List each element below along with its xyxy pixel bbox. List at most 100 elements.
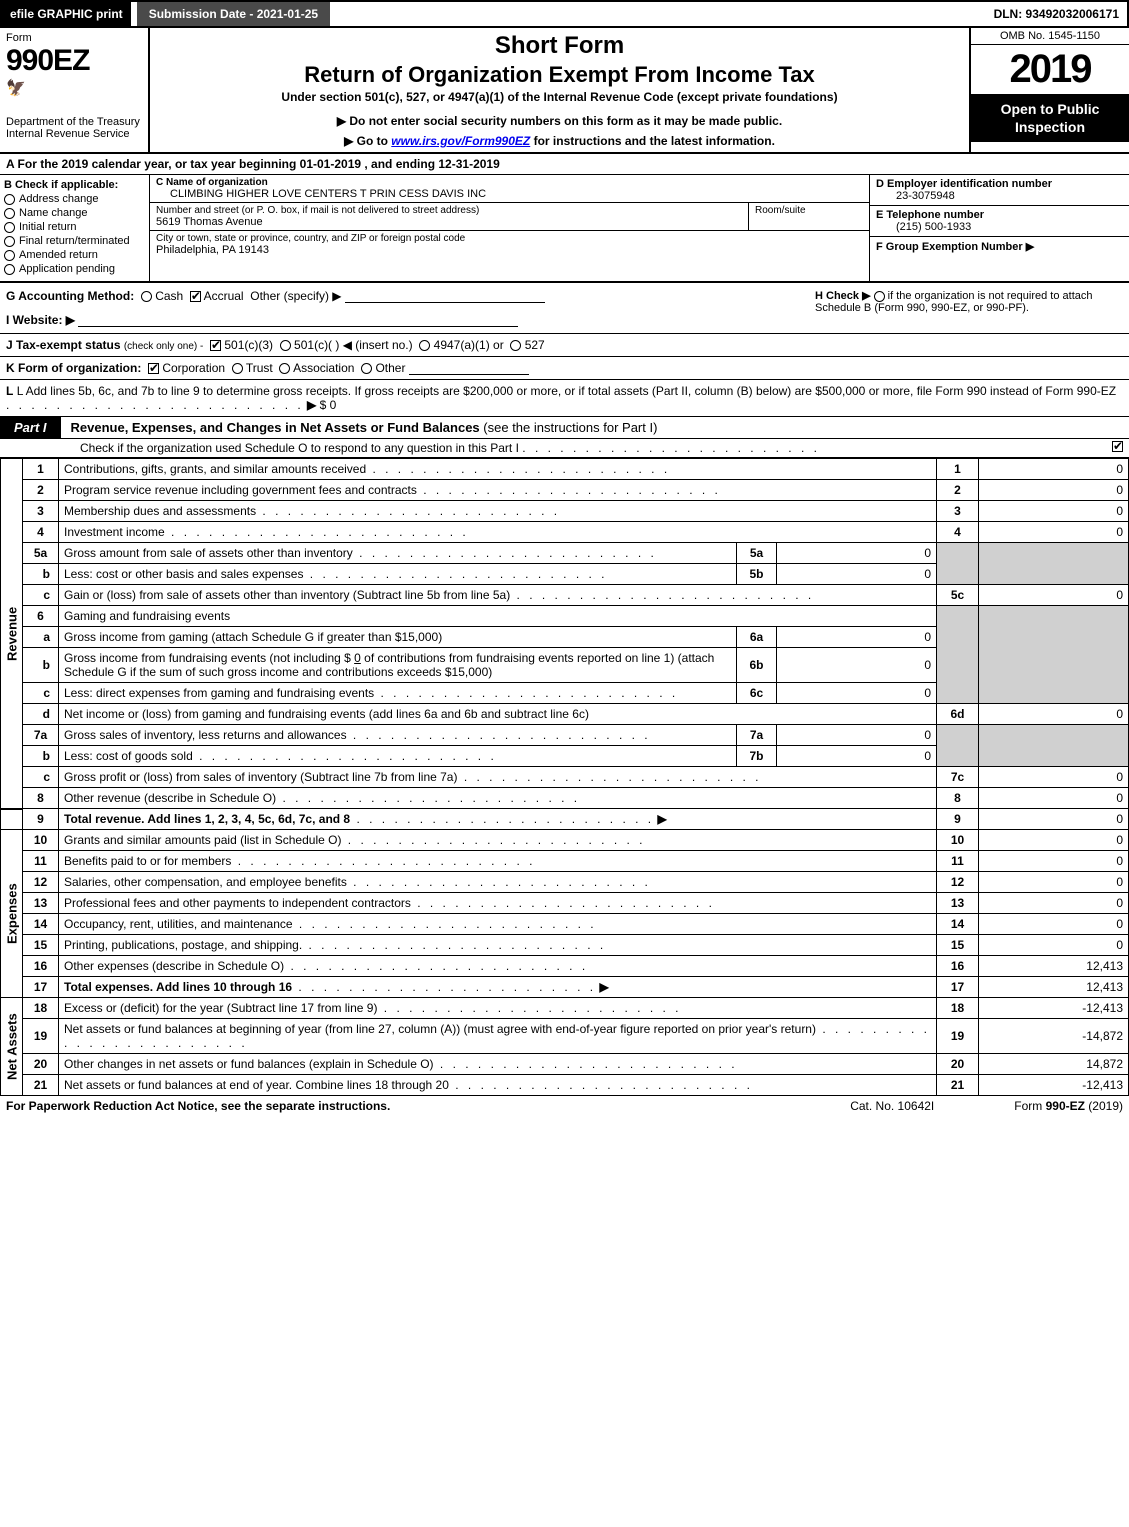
group-exemption-label: F Group Exemption Number ▶	[876, 241, 1034, 253]
street-cell: Number and street (or P. O. box, if mail…	[150, 203, 749, 231]
line-5a: 5a Gross amount from sale of assets othe…	[1, 543, 1129, 564]
section-c: C Name of organization CLIMBING HIGHER L…	[150, 175, 869, 281]
row-g: G Accounting Method: Cash Accrual Other …	[0, 283, 809, 333]
form-label: Form	[6, 32, 142, 44]
g-other-label: Other (specify) ▶	[250, 289, 341, 303]
line-6: 6 Gaming and fundraising events	[1, 606, 1129, 627]
g-label: G Accounting Method:	[6, 289, 134, 303]
expenses-side-label: Expenses	[1, 830, 23, 998]
irs-eagle-icon: 🦅	[6, 78, 142, 98]
return-title: Return of Organization Exempt From Incom…	[160, 62, 959, 88]
g-accrual-label: Accrual	[204, 289, 244, 303]
line-11: 11 Benefits paid to or for members 11 0	[1, 851, 1129, 872]
h-check[interactable]	[874, 291, 885, 302]
goto-line: ▶ Go to www.irs.gov/Form990EZ for instru…	[160, 134, 959, 148]
h-prefix: H Check ▶	[815, 290, 874, 302]
short-form-title: Short Form	[160, 32, 959, 60]
section-f: F Group Exemption Number ▶	[870, 237, 1129, 256]
net-assets-side-label: Net Assets	[1, 998, 23, 1096]
block-bcdef: B Check if applicable: Address change Na…	[0, 175, 1129, 283]
cat-no: Cat. No. 10642I	[850, 1099, 934, 1113]
g-accrual-check[interactable]	[190, 291, 201, 302]
city-label: City or town, state or province, country…	[156, 233, 863, 244]
section-b-title: B Check if applicable:	[4, 179, 145, 191]
paperwork-notice: For Paperwork Reduction Act Notice, see …	[6, 1099, 850, 1113]
top-bar: efile GRAPHIC print Submission Date - 20…	[0, 0, 1129, 28]
line-18: Net Assets 18 Excess or (deficit) for th…	[1, 998, 1129, 1019]
part1-schedule-o-check[interactable]	[1112, 441, 1123, 452]
section-e: E Telephone number (215) 500-1933	[870, 206, 1129, 237]
g-cash-label: Cash	[155, 289, 183, 303]
subline-code: Under section 501(c), 527, or 4947(a)(1)…	[160, 90, 959, 104]
line-2: 2 Program service revenue including gove…	[1, 480, 1129, 501]
g-other-input[interactable]	[345, 289, 545, 303]
j-501c3-check[interactable]	[210, 340, 221, 351]
line-7a: 7a Gross sales of inventory, less return…	[1, 725, 1129, 746]
line-20: 20 Other changes in net assets or fund b…	[1, 1054, 1129, 1075]
line-17: 17 Total expenses. Add lines 10 through …	[1, 977, 1129, 998]
financial-table: Revenue 1 Contributions, gifts, grants, …	[0, 458, 1129, 1096]
irs-label: Internal Revenue Service	[6, 128, 142, 140]
line-14: 14 Occupancy, rent, utilities, and maint…	[1, 914, 1129, 935]
org-name: CLIMBING HIGHER LOVE CENTERS T PRIN CESS…	[156, 188, 863, 200]
j-label: J Tax-exempt status	[6, 338, 121, 352]
k-other-input[interactable]	[409, 361, 529, 375]
efile-print-label[interactable]: efile GRAPHIC print	[2, 2, 131, 26]
phone-value: (215) 500-1933	[876, 221, 1123, 233]
open-public-inspection: Open to Public Inspection	[971, 94, 1129, 142]
form-header: Form 990EZ 🦅 Department of the Treasury …	[0, 28, 1129, 154]
j-501c-radio[interactable]	[280, 340, 291, 351]
k-association-radio[interactable]	[279, 363, 290, 374]
line-8: 8 Other revenue (describe in Schedule O)…	[1, 788, 1129, 809]
line-7c: c Gross profit or (loss) from sales of i…	[1, 767, 1129, 788]
header-right: OMB No. 1545-1150 2019 Open to Public In…	[969, 28, 1129, 152]
header-left: Form 990EZ 🦅 Department of the Treasury …	[0, 28, 150, 152]
section-d: D Employer identification number 23-3075…	[870, 175, 1129, 206]
line-1: Revenue 1 Contributions, gifts, grants, …	[1, 459, 1129, 480]
part1-header: Part I Revenue, Expenses, and Changes in…	[0, 417, 1129, 439]
dln-label: DLN: 93492032006171	[986, 3, 1127, 25]
chk-initial-return[interactable]: Initial return	[4, 221, 145, 233]
k-corporation-check[interactable]	[148, 363, 159, 374]
row-a-tax-year: A For the 2019 calendar year, or tax yea…	[0, 154, 1129, 175]
part1-check-o: Check if the organization used Schedule …	[0, 439, 1129, 458]
k-trust-radio[interactable]	[232, 363, 243, 374]
irs-link[interactable]: www.irs.gov/Form990EZ	[391, 134, 530, 148]
page-footer: For Paperwork Reduction Act Notice, see …	[0, 1096, 1129, 1116]
line-4: 4 Investment income 4 0	[1, 522, 1129, 543]
goto-prefix: ▶ Go to	[344, 134, 391, 148]
line-3: 3 Membership dues and assessments 3 0	[1, 501, 1129, 522]
form-number: 990EZ	[6, 44, 142, 78]
chk-application-pending[interactable]: Application pending	[4, 263, 145, 275]
section-def: D Employer identification number 23-3075…	[869, 175, 1129, 281]
j-4947-radio[interactable]	[419, 340, 430, 351]
header-center: Short Form Return of Organization Exempt…	[150, 28, 969, 152]
city-value: Philadelphia, PA 19143	[156, 244, 863, 256]
org-name-label: C Name of organization	[156, 177, 863, 188]
chk-address-change[interactable]: Address change	[4, 193, 145, 205]
ein-label: D Employer identification number	[876, 178, 1123, 190]
goto-suffix: for instructions and the latest informat…	[534, 134, 775, 148]
line-9: 9 Total revenue. Add lines 1, 2, 3, 4, 5…	[1, 809, 1129, 830]
j-527-radio[interactable]	[510, 340, 521, 351]
room-label: Room/suite	[755, 205, 863, 216]
k-other-radio[interactable]	[361, 363, 372, 374]
ssn-warning: ▶ Do not enter social security numbers o…	[160, 114, 959, 128]
line-15: 15 Printing, publications, postage, and …	[1, 935, 1129, 956]
omb-number: OMB No. 1545-1150	[971, 28, 1129, 45]
ein-value: 23-3075948	[876, 190, 1123, 202]
i-website-label: I Website: ▶	[6, 313, 75, 327]
line-16: 16 Other expenses (describe in Schedule …	[1, 956, 1129, 977]
g-cash-radio[interactable]	[141, 291, 152, 302]
i-website-input[interactable]	[78, 313, 518, 327]
line-10: Expenses 10 Grants and similar amounts p…	[1, 830, 1129, 851]
row-h: H Check ▶ if the organization is not req…	[809, 283, 1129, 333]
line-5c: c Gain or (loss) from sale of assets oth…	[1, 585, 1129, 606]
j-note: (check only one) -	[124, 341, 203, 352]
phone-label: E Telephone number	[876, 209, 1123, 221]
chk-final-return[interactable]: Final return/terminated	[4, 235, 145, 247]
chk-name-change[interactable]: Name change	[4, 207, 145, 219]
form-ref: Form 990-EZ (2019)	[1014, 1099, 1123, 1113]
chk-amended-return[interactable]: Amended return	[4, 249, 145, 261]
line-19: 19 Net assets or fund balances at beginn…	[1, 1019, 1129, 1054]
